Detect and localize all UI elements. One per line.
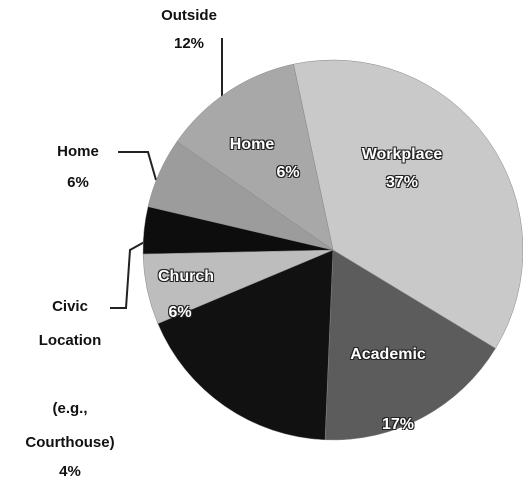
label: Civic Location (e.g., Courthouse)	[25, 298, 115, 451]
label: Home	[57, 143, 99, 160]
label: 37%	[385, 174, 419, 191]
label: 12%	[173, 35, 205, 52]
label: Church	[158, 268, 214, 285]
label: 6%	[67, 174, 89, 191]
pie-slice	[293, 59, 523, 349]
label: 17%	[381, 416, 415, 433]
label: Outside	[161, 7, 217, 24]
label: 6%	[276, 164, 300, 181]
leader-line	[118, 151, 157, 181]
leader-line	[110, 239, 149, 309]
pie-slice	[157, 249, 334, 441]
label: 4%	[59, 463, 81, 480]
pie-slice	[176, 63, 334, 251]
label: Home	[229, 136, 275, 153]
label: Workplace	[361, 146, 443, 163]
label: 6%	[168, 304, 192, 321]
pie-slice	[324, 249, 496, 441]
label: Academic	[350, 346, 426, 363]
